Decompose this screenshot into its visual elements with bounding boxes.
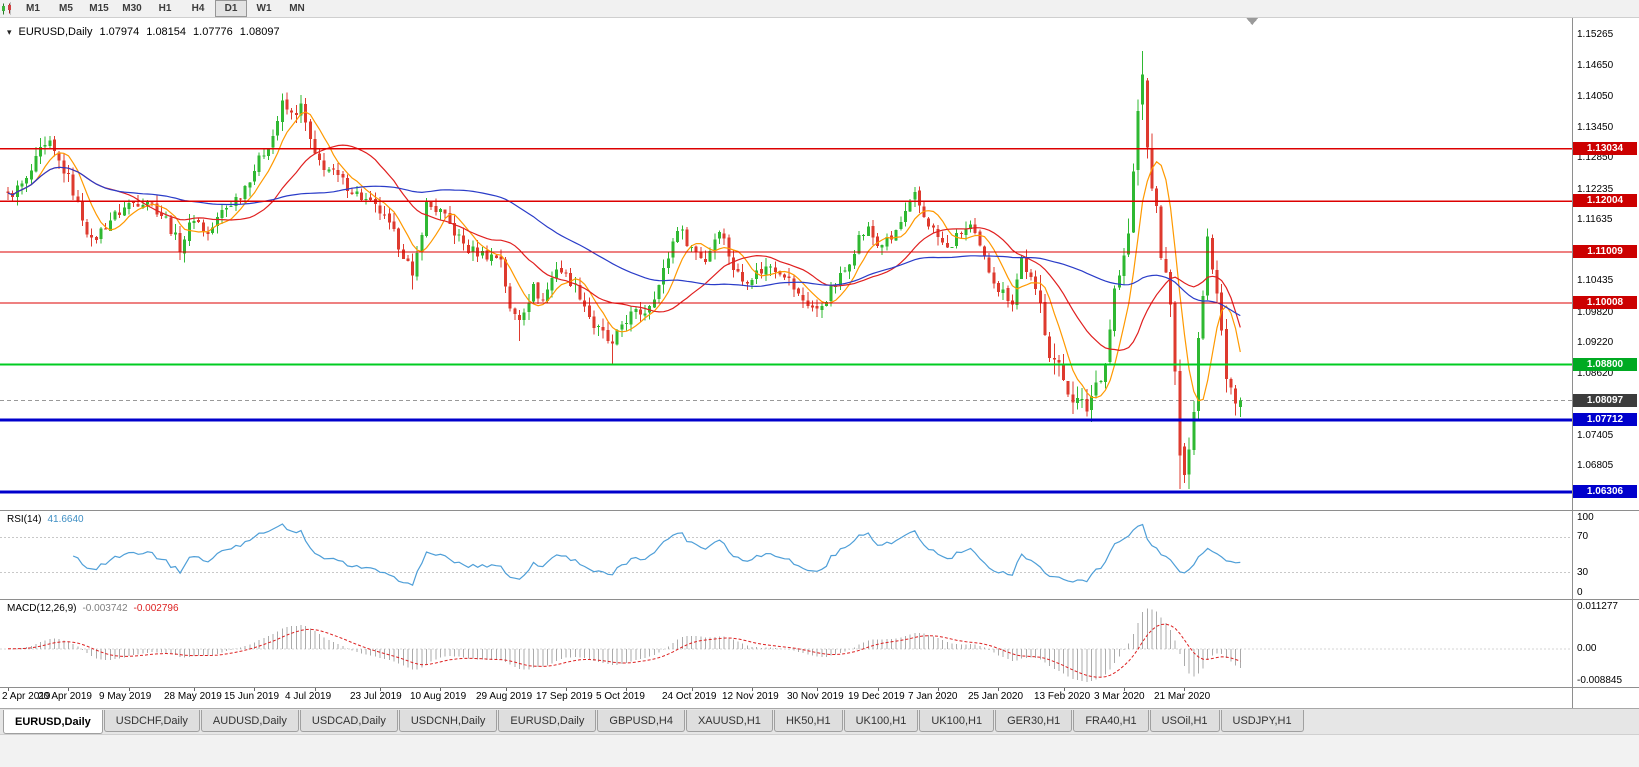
timeframe-button-m5[interactable]: M5: [59, 3, 73, 14]
rsi-indicator-canvas[interactable]: [0, 511, 1572, 599]
macd-main-value: -0.003742: [82, 603, 128, 614]
timeframe-button-h4[interactable]: H4: [191, 3, 205, 14]
ohlc-low: 1.07776: [193, 26, 233, 38]
chart-menu-icon[interactable]: ▾: [7, 27, 12, 37]
chart-tab-14-usdjpy-h1[interactable]: USDJPY,H1: [1220, 710, 1304, 732]
chart-tab-2-audusd-daily[interactable]: AUDUSD,Daily: [200, 710, 299, 732]
chart-tab-6-gbpusd-h4[interactable]: GBPUSD,H4: [597, 710, 685, 732]
timeframe-button-m1[interactable]: M1: [26, 3, 40, 14]
rsi-value: 41.6640: [47, 514, 84, 525]
timeframe-button-m15[interactable]: M15: [89, 3, 109, 14]
macd-indicator-label: MACD(12,26,9) -0.003742 -0.002796: [7, 603, 179, 614]
timeframe-button-mn[interactable]: MN: [289, 3, 305, 14]
ohlc-high: 1.08154: [146, 26, 187, 38]
chart-window-title: ▾ EURUSD,Daily 1.07974 1.08154 1.07776 1…: [7, 26, 280, 38]
chart-tab-1-usdchf-daily[interactable]: USDCHF,Daily: [103, 710, 200, 732]
chart-tab-0-eurusd-daily[interactable]: EURUSD,Daily: [3, 710, 103, 734]
chart-tab-13-usoil-h1[interactable]: USOil,H1: [1149, 710, 1220, 732]
chart-tab-4-usdcnh-daily[interactable]: USDCNH,Daily: [398, 710, 498, 732]
macd-name: MACD(12,26,9): [7, 603, 77, 614]
timeframe-buttons: M1 M5 M15 M30 H1 H4 D1 W1 MN: [17, 0, 313, 17]
status-bar: [0, 734, 1639, 767]
chart-tab-11-ger30-h1[interactable]: GER30,H1: [995, 710, 1073, 732]
macd-dateaxis-splitter: [0, 687, 1639, 688]
ohlc-close: 1.08097: [239, 26, 280, 38]
ohlc-open: 1.07974: [99, 26, 140, 38]
rsi-indicator-label: RSI(14) 41.6640: [7, 514, 84, 525]
timeframe-button-h1[interactable]: H1: [158, 3, 172, 14]
chart-tab-7-xauusd-h1[interactable]: XAUUSD,H1: [685, 710, 773, 732]
chart-tab-9-uk100-h1[interactable]: UK100,H1: [843, 710, 919, 732]
chart-tab-bar: EURUSD,Daily USDCHF,Daily AUDUSD,Daily USDC…: [0, 708, 1639, 734]
chart-tab-12-fra40-h1[interactable]: FRA40,H1: [1073, 710, 1149, 732]
timeframe-button-m30[interactable]: M30: [122, 3, 142, 14]
price-scale-area[interactable]: [1572, 18, 1639, 708]
timeframe-toolbar: M1 M5 M15 M30 H1 H4 D1 W1 MN: [0, 0, 1639, 18]
macd-signal-value: -0.002796: [133, 603, 179, 614]
price-rsi-splitter[interactable]: [0, 510, 1639, 511]
chart-tab-8-hk50-h1[interactable]: HK50,H1: [773, 710, 843, 732]
price-chart-canvas[interactable]: [0, 18, 1572, 510]
date-axis-area[interactable]: [0, 688, 1572, 707]
chart-symbol-timeframe: EURUSD,Daily: [18, 26, 93, 38]
timeframe-button-w1[interactable]: W1: [256, 3, 272, 14]
macd-indicator-canvas[interactable]: [0, 600, 1572, 687]
rsi-name: RSI(14): [7, 514, 42, 525]
chart-tab-10-uk100-h1[interactable]: UK100,H1: [919, 710, 995, 732]
chart-tab-5-eurusd-daily[interactable]: EURUSD,Daily: [498, 710, 597, 732]
chart-tab-3-usdcad-daily[interactable]: USDCAD,Daily: [299, 710, 398, 732]
timeframe-button-d1[interactable]: D1: [215, 0, 247, 17]
rsi-macd-splitter[interactable]: [0, 599, 1639, 600]
